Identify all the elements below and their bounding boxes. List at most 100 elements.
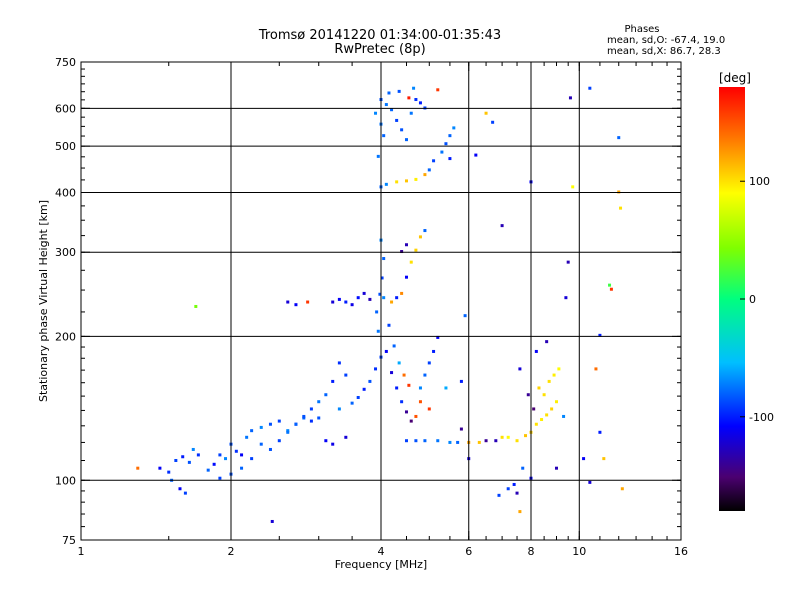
data-point: [524, 434, 528, 438]
data-point: [414, 414, 418, 418]
data-point: [557, 367, 561, 371]
data-point: [547, 379, 551, 383]
data-point: [194, 304, 198, 308]
data-point: [602, 457, 606, 461]
data-point: [362, 387, 366, 391]
data-point: [337, 361, 341, 365]
data-point: [521, 466, 525, 470]
data-point: [374, 367, 378, 371]
data-point: [317, 400, 321, 404]
data-point: [444, 142, 448, 146]
data-point: [174, 458, 178, 462]
data-point: [212, 462, 216, 466]
info-line-o: mean, sd,O: -67.4, 19.0: [607, 35, 725, 46]
data-point: [564, 296, 568, 300]
data-point: [484, 439, 488, 443]
x-tick-label: 1: [78, 545, 85, 558]
data-point: [294, 422, 298, 426]
data-point: [259, 442, 263, 446]
data-point: [350, 401, 354, 405]
data-point: [240, 466, 244, 470]
data-point: [566, 260, 570, 264]
x-tick-label: 8: [528, 545, 535, 558]
data-point: [500, 435, 504, 439]
data-point: [309, 407, 313, 411]
data-point: [409, 111, 413, 115]
data-point: [337, 297, 341, 301]
data-point: [400, 400, 404, 404]
data-point: [187, 460, 191, 464]
data-point: [404, 439, 408, 443]
x-tick-label: 4: [378, 545, 385, 558]
data-point: [167, 470, 171, 474]
data-point: [427, 407, 431, 411]
data-point: [390, 371, 394, 375]
data-point: [356, 296, 360, 300]
data-point: [294, 303, 298, 307]
data-point: [404, 410, 408, 414]
y-tick-label: 750: [55, 56, 76, 69]
data-point: [196, 453, 200, 457]
data-point: [344, 435, 348, 439]
data-point: [404, 138, 408, 142]
data-point: [494, 439, 498, 443]
data-point: [158, 466, 162, 470]
data-point: [382, 296, 386, 300]
data-point: [418, 235, 422, 239]
axis-ticks: 1 2 4 6 8 10 16 75 100 200 300 400 500 600 750: [55, 56, 688, 558]
data-point: [571, 185, 575, 189]
data-point: [378, 292, 382, 296]
data-point: [286, 300, 290, 304]
data-point: [392, 344, 396, 348]
data-point: [302, 416, 306, 420]
data-point: [250, 429, 254, 433]
data-point: [474, 153, 478, 157]
data-point: [554, 466, 558, 470]
data-point: [404, 243, 408, 247]
data-point: [427, 168, 431, 172]
data-point: [286, 430, 290, 434]
data-point: [588, 86, 592, 90]
data-point: [554, 400, 558, 404]
data-point: [407, 383, 411, 387]
data-point: [609, 287, 613, 291]
data-point: [286, 429, 290, 433]
data-point: [331, 300, 335, 304]
data-point: [395, 296, 399, 300]
colorbar-tick-label: 100: [749, 175, 770, 188]
data-point: [423, 373, 427, 377]
data-point: [526, 393, 530, 397]
data-point: [368, 379, 372, 383]
data-point: [414, 98, 418, 102]
data-point: [436, 88, 440, 92]
y-tick-label: 75: [62, 534, 76, 547]
data-points: [136, 86, 624, 523]
data-point: [382, 134, 386, 138]
data-point: [218, 476, 222, 480]
data-point: [404, 179, 408, 183]
data-point: [400, 250, 404, 254]
data-point: [545, 413, 549, 417]
data-point: [309, 419, 313, 423]
data-point: [306, 300, 310, 304]
data-point: [384, 182, 388, 186]
x-axis-label: Frequency [MHz]: [335, 558, 427, 571]
data-point: [427, 361, 431, 365]
data-point: [259, 425, 263, 429]
data-point: [515, 491, 519, 495]
data-point: [324, 393, 328, 397]
data-point: [620, 487, 624, 491]
data-point: [440, 150, 444, 154]
data-point: [402, 373, 406, 377]
data-point: [407, 96, 411, 100]
data-point: [344, 300, 348, 304]
data-point: [324, 439, 328, 443]
data-point: [418, 386, 422, 390]
data-point: [218, 453, 222, 457]
data-point: [459, 379, 463, 383]
data-point: [376, 154, 380, 158]
colorbar-ticks: 100 0 -100: [740, 175, 774, 424]
data-point: [414, 439, 418, 443]
data-point: [598, 430, 602, 434]
